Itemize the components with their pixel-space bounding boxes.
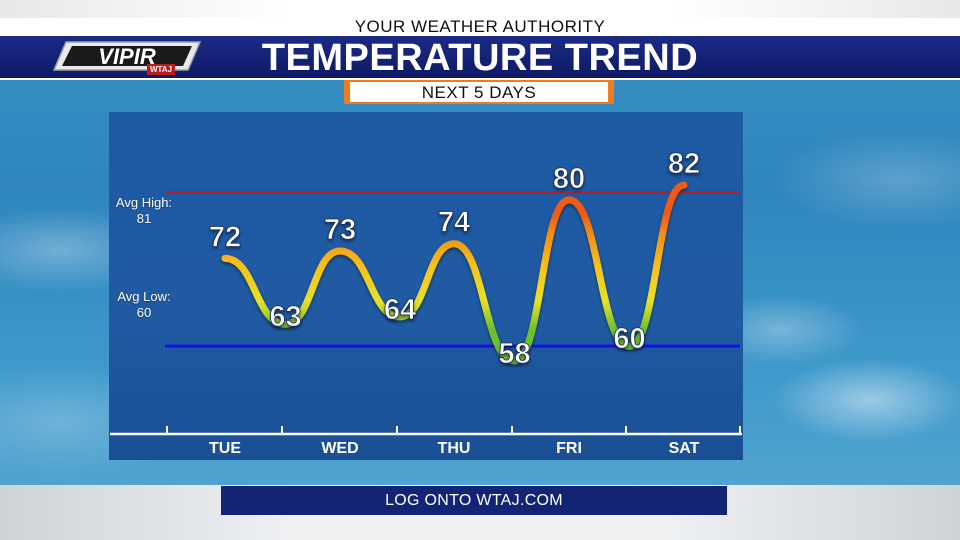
avg-low-label: Avg Low: 60 <box>104 289 184 321</box>
subtitle-box: NEXT 5 DAYS <box>344 80 614 104</box>
vipir-logo: VIPIR <box>52 41 202 71</box>
subtitle: NEXT 5 DAYS <box>350 82 608 102</box>
avg-low-label-text: Avg Low: <box>117 289 171 304</box>
avg-high-label-text: Avg High: <box>115 195 173 210</box>
tagline: YOUR WEATHER AUTHORITY <box>0 18 960 36</box>
avg-high-label-value: 81 <box>136 211 152 226</box>
top-band <box>0 0 960 18</box>
chart-panel <box>109 112 743 460</box>
wtaj-badge: WTAJ <box>147 64 175 75</box>
avg-high-label: Avg High: 81 <box>104 195 184 227</box>
vipir-logo-text: VIPIR <box>98 44 156 69</box>
avg-low-label-value: 60 <box>136 305 152 320</box>
page-title: TEMPERATURE TREND <box>261 37 699 79</box>
footer-link[interactable]: LOG ONTO WTAJ.COM <box>221 486 727 515</box>
